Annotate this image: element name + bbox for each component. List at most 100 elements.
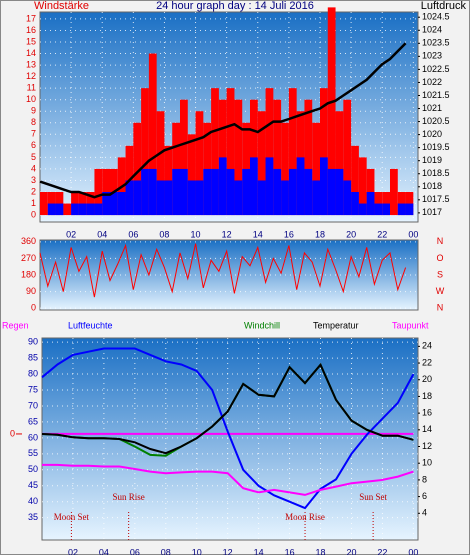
y2-tick-label: 1024.5 [422,12,450,22]
x-tick-label: 18 [316,547,326,555]
y-tick-label: 70 [28,400,38,410]
y-tick-label: 65 [28,416,38,426]
y-tick-label: 90 [26,286,36,296]
x-tick-label: 02 [68,547,78,555]
wind-bar [187,134,196,216]
wind-bar [382,192,390,216]
wind-bar [110,192,118,216]
pressure-line [39,42,407,199]
y2-tick-label: 4 [422,508,427,518]
x-tick-label: 22 [377,229,387,239]
compass-label: O [436,253,443,263]
wind-bar [366,192,375,216]
wind-bar [86,203,95,216]
x-tick-label: 04 [99,547,109,555]
wind-bar [405,192,414,216]
wind-bar [164,180,173,216]
wind-bar [358,203,367,216]
y-tick-label: 15 [26,36,36,46]
y-tick-label: 10 [26,94,36,104]
y-tick-label: 13 [26,59,36,69]
wind-bar [351,192,359,216]
wind-bar [226,88,235,216]
compass-label: W [436,286,445,296]
series-line [39,243,407,298]
wind-bar [234,180,243,216]
wind-bar [218,157,227,216]
event-label: Sun Set [359,492,387,502]
wind-bar [257,111,266,216]
wind-bar [250,157,258,216]
x-tick-label: 00 [408,547,418,555]
wind-bar [397,192,406,216]
wind-bar [78,203,87,216]
y2-tick-label: 10 [422,458,432,468]
y-tick-label: 180 [21,269,36,279]
wind-bar [265,88,274,216]
x-tick-label: 06 [128,229,138,239]
x-tick-label: 06 [130,547,140,555]
x-tick-label: 02 [66,229,76,239]
y-tick-label: 0 [31,209,36,219]
wind-bar [273,168,282,216]
legend-entry: Luftfeuchte [68,320,113,330]
wind-bar [55,203,64,216]
wind-bar [296,157,305,216]
y-tick-label: 80 [28,368,38,378]
wind-bar [335,168,344,216]
y2-tick-label: 12 [422,441,432,451]
y2-tick-label: 1019.5 [422,142,450,152]
wind-bar [335,111,344,216]
y2-tick-label: 1018 [422,181,442,191]
wind-bar [265,157,274,216]
wind-bar [180,99,188,216]
x-tick-label: 00 [408,229,418,239]
y2-tick-label: 1020 [422,129,442,139]
wind-bar [71,192,79,216]
wind-bar [304,99,313,216]
wind-bar [257,180,266,216]
wind-bar [288,168,297,216]
x-tick-label: 14 [254,547,264,555]
wind-bar [117,192,126,216]
event-label: Sun Rise [113,492,145,502]
wind-bar [125,180,134,216]
wind-bar [211,88,219,216]
wind-bar [288,88,297,216]
wind-bar [71,203,79,216]
legend-entry: Windchill [244,320,280,330]
wind-bar [141,168,149,216]
wind-bar [40,192,48,216]
wind-bar [312,122,320,216]
y-tick-label: 3 [31,175,36,185]
wind-bar [351,145,359,216]
wind-bar [47,192,56,216]
y2-tick-label: 1022 [422,77,442,87]
wind-bar [327,7,336,216]
wind-bar [172,168,180,216]
y-tick-label: 75 [28,384,38,394]
y2-tick-label: 1017.5 [422,194,450,204]
wind-bar [203,168,212,216]
wind-bar [358,157,367,216]
y2-tick-label: 24 [422,341,432,351]
y2-tick-label: 6 [422,491,427,501]
y2-tick-label: 1021 [422,103,442,113]
compass-label: N [437,236,444,246]
y-tick-label: 55 [28,448,38,458]
x-tick-label: 12 [222,229,232,239]
y-tick-label: 5 [31,152,36,162]
wind-bar [343,99,352,216]
x-tick-label: 10 [192,547,202,555]
wind-bar [148,168,157,216]
wind-bar [86,192,95,216]
wind-bar [390,168,398,216]
legend-entry: Taupunkt [392,320,429,330]
wind-bar [320,157,328,216]
x-tick-label: 20 [346,229,356,239]
x-tick-label: 08 [161,547,171,555]
wind-bar [374,192,383,216]
x-tick-label: 10 [191,229,201,239]
wind-bar [281,180,289,216]
